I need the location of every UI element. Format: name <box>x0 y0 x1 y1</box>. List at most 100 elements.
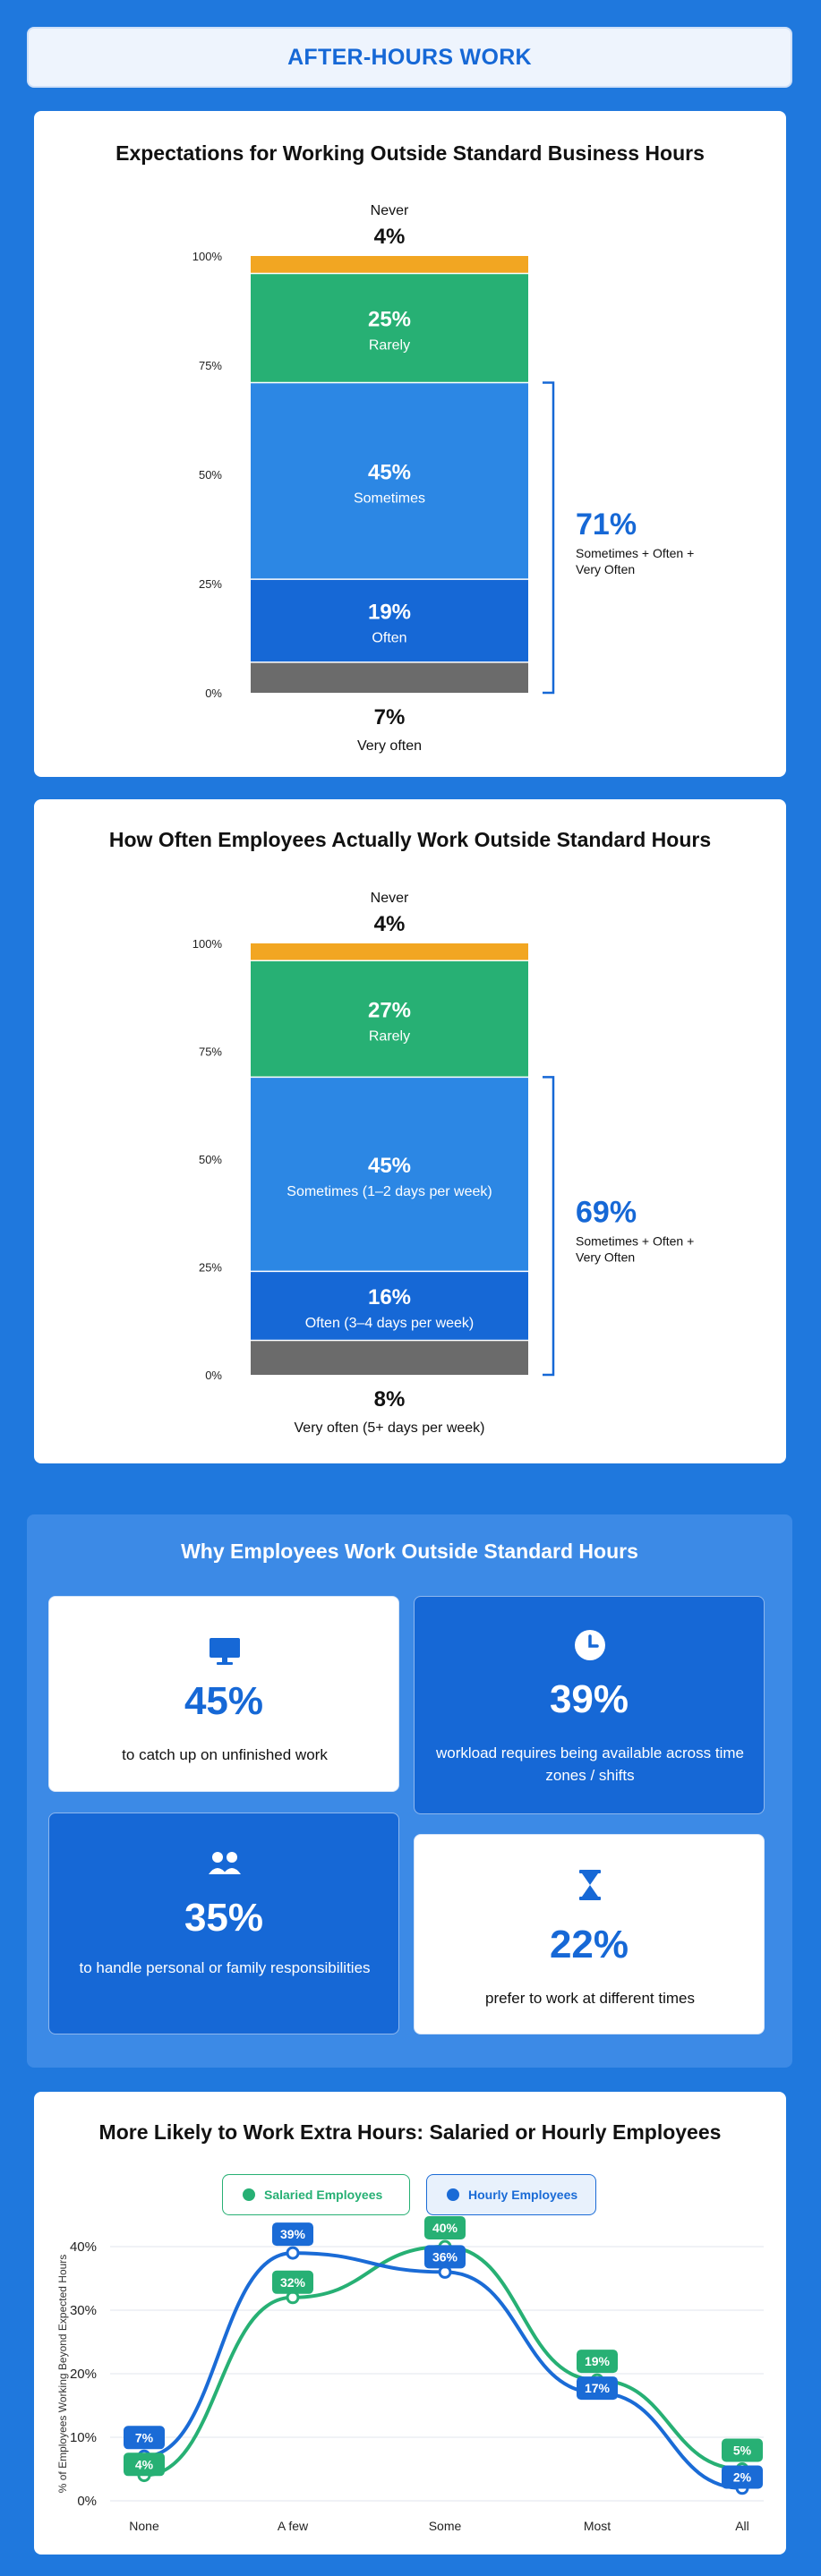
segment-name-label: Often (3–4 days per week) <box>305 1316 475 1331</box>
bracket-pct: 71% <box>576 508 637 542</box>
value-label: 7% <box>135 2430 154 2444</box>
bar-segment-rarely <box>251 960 528 1078</box>
value-badge-salaried <box>124 2452 165 2477</box>
line-salaried <box>143 2244 743 2478</box>
value-badge-hourly <box>272 2222 313 2247</box>
reason-card-family: 35% to handle personal or family respons… <box>48 1813 399 2034</box>
segment-value-label: 4% <box>374 225 406 249</box>
x-tick-label: A few <box>278 2519 309 2533</box>
salaried-hourly-card: More Likely to Work Extra Hours: Salarie… <box>34 2092 786 2555</box>
legend-salaried-label: Salaried Employees <box>264 2188 383 2202</box>
reason-label: to handle personal or family responsibil… <box>79 1959 371 1976</box>
y-tick-label: 10% <box>70 2430 97 2445</box>
reason-card-different-times: 22% prefer to work at different times <box>414 1834 765 2034</box>
segment-value-label: 8% <box>374 1387 406 1412</box>
expectations-card: Expectations for Working Outside Standar… <box>34 111 786 777</box>
segment-value-label: 45% <box>368 460 411 484</box>
reason-label: prefer to work at different times <box>484 1990 695 2007</box>
expectations-title: Expectations for Working Outside Standar… <box>115 141 705 165</box>
value-badge-salaried <box>272 2270 313 2294</box>
value-badge-hourly <box>722 2465 763 2489</box>
segment-name-label: Sometimes (1–2 days per week) <box>286 1184 492 1199</box>
hourglass-icon <box>579 1870 601 1900</box>
y-tick-label: 0% <box>77 2494 97 2509</box>
y-tick-label: 25% <box>199 1261 222 1275</box>
reason-card-time-zones: 39% workload requires being available ac… <box>414 1596 765 1814</box>
x-tick-label: None <box>129 2519 159 2533</box>
segment-name-label: Often <box>372 630 406 645</box>
x-tick-label: Most <box>584 2519 611 2533</box>
bar-segment-very-often <box>251 1340 528 1375</box>
y-tick-label: 0% <box>205 1369 222 1382</box>
segment-value-label: 19% <box>368 600 411 624</box>
y-tick-label: 75% <box>199 1045 222 1059</box>
y-axis-label: % of Employees Working Beyond Expected H… <box>56 2255 69 2494</box>
bar-segment-never <box>251 943 528 961</box>
y-tick-label: 100% <box>192 937 223 951</box>
bar-segment-rarely <box>251 273 528 383</box>
y-tick-label: 25% <box>199 577 222 591</box>
segment-name-label: Very often <box>357 738 422 754</box>
segment-value-label: 27% <box>368 998 411 1022</box>
segment-value-label: 16% <box>368 1285 411 1309</box>
salaried-dot-icon <box>243 2188 255 2201</box>
reason-label: to catch up on unfinished work <box>122 1746 328 1763</box>
x-tick-label: Some <box>429 2519 462 2533</box>
actual-work-title: How Often Employees Actually Work Outsid… <box>108 828 712 851</box>
value-badge-salaried <box>577 2350 618 2374</box>
segment-value-label: 7% <box>374 705 406 729</box>
value-badge-hourly <box>424 2245 466 2269</box>
bracket-label: Very Often <box>576 562 635 576</box>
header-banner: AFTER-HOURS WORK <box>27 27 792 88</box>
y-tick-label: 50% <box>199 1153 222 1166</box>
page-title: AFTER-HOURS WORK <box>287 44 532 70</box>
legend-salaried: Salaried Employees <box>222 2174 410 2215</box>
value-label: 17% <box>585 2381 611 2395</box>
actual-work-chart: 0% 25% 50% 75% 100% 8% Very often (5+ days per… <box>192 891 695 1436</box>
value-label: 2% <box>733 2470 752 2485</box>
salaried-hourly-chart: 0% 10% 20% 30% 40%% of Employees Working Bey… <box>56 2216 764 2533</box>
value-label: 5% <box>733 2444 752 2458</box>
reason-label: workload requires being available across… <box>436 1744 744 1784</box>
y-tick-label: 20% <box>70 2367 97 2382</box>
value-label: 39% <box>280 2227 306 2241</box>
segment-name-label: Never <box>371 203 409 218</box>
reason-pct: 45% <box>184 1679 264 1723</box>
reason-pct: 22% <box>549 1923 629 1966</box>
y-tick-label: 100% <box>192 250 223 263</box>
bar-segment-often <box>251 1271 528 1341</box>
value-badge-salaried <box>722 2438 763 2462</box>
bracket-pct: 69% <box>576 1196 637 1230</box>
segment-value-label: 4% <box>374 912 406 936</box>
legend-hourly-label: Hourly Employees <box>468 2188 578 2202</box>
reasons-title: Why Employees Work Outside Standard Hour… <box>181 1540 638 1563</box>
value-label: 19% <box>585 2354 611 2368</box>
reasons-section: Why Employees Work Outside Standard Hour… <box>27 1514 792 2068</box>
legend-hourly: Hourly Employees <box>426 2174 596 2215</box>
bracket-label: Sometimes + Often + <box>576 546 694 560</box>
expectations-chart: 0% 25% 50% 75% 100% 7% Very often 19% Often 45% So… <box>192 203 695 754</box>
bar-segment-very-often <box>251 661 528 693</box>
y-tick-label: 30% <box>70 2303 97 2318</box>
bar-segment-sometimes <box>251 382 528 580</box>
segment-name-label: Rarely <box>369 1028 410 1044</box>
y-tick-label: 50% <box>199 468 222 482</box>
bar-segment-sometimes <box>251 1077 528 1272</box>
value-label: 32% <box>280 2275 306 2290</box>
summary-bracket <box>543 381 555 695</box>
clock-icon <box>575 1630 605 1660</box>
reason-pct: 39% <box>549 1677 629 1721</box>
actual-work-card: How Often Employees Actually Work Outsid… <box>34 799 786 1463</box>
reason-card-unfinished-work: 45% to catch up on unfinished work <box>48 1596 399 1792</box>
segment-name-label: Rarely <box>369 338 410 354</box>
reason-pct: 35% <box>184 1896 264 1940</box>
bar-segment-often <box>251 579 528 662</box>
people-icon <box>209 1852 241 1874</box>
y-tick-label: 75% <box>199 359 222 372</box>
x-tick-label: All <box>735 2519 749 2533</box>
hourly-dot-icon <box>447 2188 459 2201</box>
monitor-icon <box>210 1638 240 1665</box>
y-tick-label: 0% <box>205 687 222 700</box>
y-tick-label: 40% <box>70 2239 97 2255</box>
summary-bracket <box>543 1076 555 1377</box>
